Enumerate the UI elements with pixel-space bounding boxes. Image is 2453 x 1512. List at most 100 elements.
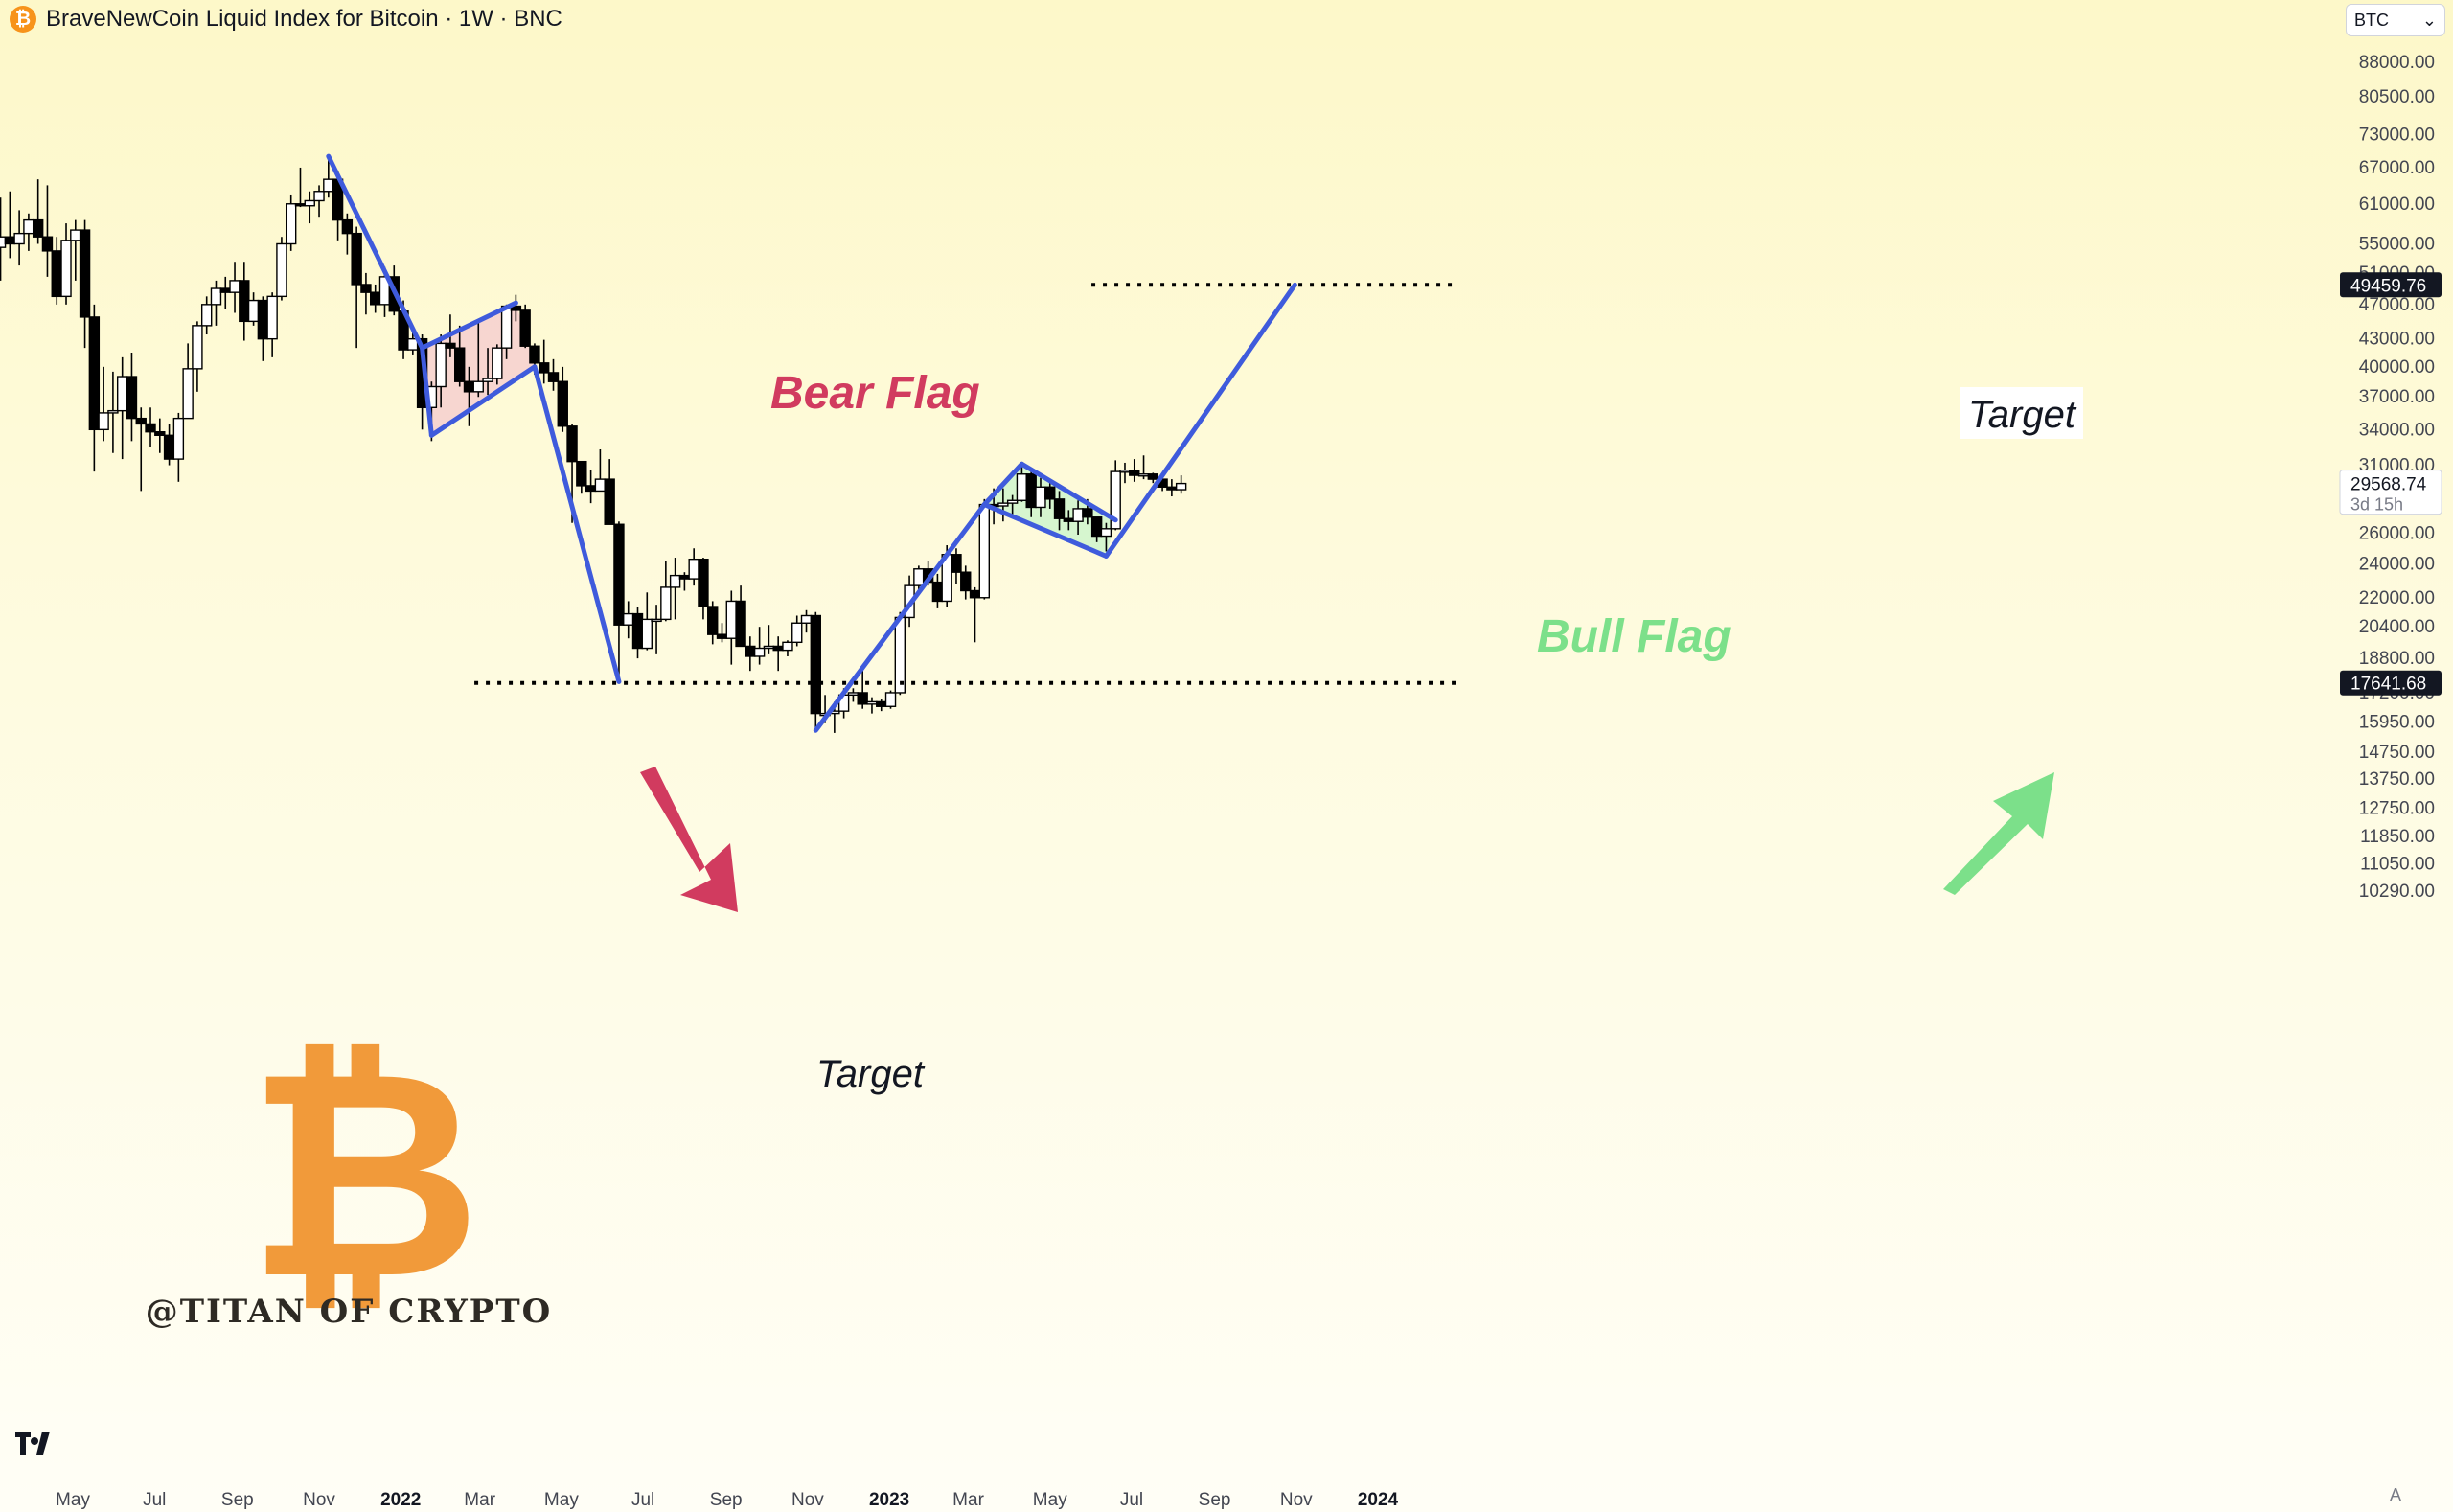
candle [1175, 475, 1187, 494]
bear-flag-label: Bear Flag [770, 368, 980, 419]
price-label-box [2340, 670, 2442, 696]
candle-body [1110, 470, 1121, 530]
candle [623, 601, 634, 639]
target-low-label: Target [816, 1053, 926, 1095]
candle [135, 407, 147, 492]
candle-body [88, 316, 101, 431]
candle-body [745, 645, 756, 657]
candle [51, 237, 62, 305]
candle-body [13, 232, 25, 245]
candle-body [678, 574, 691, 580]
candle [1090, 516, 1103, 542]
time-tick-label: Jul [1120, 1490, 1143, 1510]
candle [716, 623, 728, 643]
candle-body [810, 614, 821, 715]
candle [604, 459, 615, 525]
candle-body [51, 250, 62, 298]
price-tick-label: 26000.00 [2359, 523, 2435, 543]
price-axis: 96000.0088000.0080500.0073000.0067000.00… [2359, 19, 2435, 902]
candle-body [435, 342, 447, 388]
candle [32, 179, 44, 244]
direction-arrows [640, 767, 2054, 912]
candle-body [463, 380, 475, 393]
candle-body [135, 417, 147, 425]
candle [1137, 455, 1150, 480]
bitcoin-logo: ₿@TITAN OF CRYPTO [146, 1008, 553, 1342]
candle [435, 334, 447, 408]
time-tick-label: 2023 [869, 1490, 909, 1510]
candle [1147, 472, 1159, 484]
candle [239, 262, 250, 341]
candle [969, 586, 981, 643]
chart-title: BraveNewCoin Liquid Index for Bitcoin · … [46, 6, 562, 32]
candle-body [1100, 528, 1112, 538]
candle [88, 304, 101, 472]
candle [1044, 480, 1056, 509]
candles [0, 156, 1187, 733]
candle [229, 262, 241, 313]
candle [107, 371, 119, 453]
auto-scale-button[interactable]: A [2390, 1485, 2402, 1504]
price-tick-label: 73000.00 [2359, 125, 2435, 145]
candle-body [884, 692, 897, 707]
candle [304, 191, 315, 224]
target-lines [474, 283, 1458, 685]
price-tick-label: 88000.00 [2359, 53, 2435, 73]
candle-body [492, 347, 503, 379]
candle [510, 294, 522, 322]
candle-body [978, 503, 991, 599]
candle [547, 358, 560, 391]
candle-body [698, 558, 709, 607]
candle [707, 601, 719, 645]
trendline [420, 345, 434, 438]
candle-body [1166, 486, 1178, 491]
candle-body [931, 581, 944, 603]
candle [492, 344, 503, 385]
candle-body [951, 554, 962, 573]
candle-body [716, 633, 728, 639]
candle-body [866, 700, 878, 705]
price-tick-label: 11850.00 [2360, 827, 2435, 847]
trendline [326, 153, 425, 351]
candle-body [660, 586, 672, 621]
candle [370, 284, 381, 313]
time-tick-label: May [544, 1490, 579, 1510]
watermark-handle: @TITAN OF CRYPTO [146, 1293, 553, 1331]
candle [772, 636, 784, 672]
candle [154, 418, 166, 453]
candle-body [772, 645, 784, 652]
price-tick-label: 24000.00 [2359, 555, 2435, 575]
candle [669, 558, 681, 620]
candle [285, 194, 297, 251]
time-tick-label: Nov [1280, 1490, 1313, 1510]
price-tick-label: 40000.00 [2359, 357, 2435, 378]
price-label-box [2340, 272, 2442, 298]
candle [482, 348, 493, 396]
price-tick-label: 37000.00 [2359, 387, 2435, 407]
trendline [981, 502, 1109, 559]
candle-body [594, 478, 607, 493]
candle-body [70, 229, 81, 241]
candle [810, 611, 821, 728]
candle-body [60, 240, 72, 298]
candle [978, 498, 991, 600]
candle-body [116, 376, 128, 412]
candle [70, 219, 81, 281]
candle [210, 280, 222, 326]
candle [1119, 462, 1131, 484]
price-tick-label: 67000.00 [2359, 158, 2435, 178]
time-tick-label: May [1033, 1490, 1067, 1510]
trendlines [326, 153, 1297, 733]
candle-body [266, 295, 278, 340]
candle-body [341, 218, 354, 235]
candle-body [1053, 498, 1066, 519]
chevron-down-icon: ⌄ [2421, 10, 2437, 30]
candle [557, 366, 568, 432]
symbol-select[interactable]: BTC ⌄ [2346, 4, 2445, 36]
bull-flag-label: Bull Flag [1537, 611, 1731, 662]
time-tick-label: 2022 [380, 1490, 421, 1510]
candle-body [1137, 473, 1150, 477]
chart-header: ₿ BraveNewCoin Liquid Index for Bitcoin … [10, 6, 562, 33]
